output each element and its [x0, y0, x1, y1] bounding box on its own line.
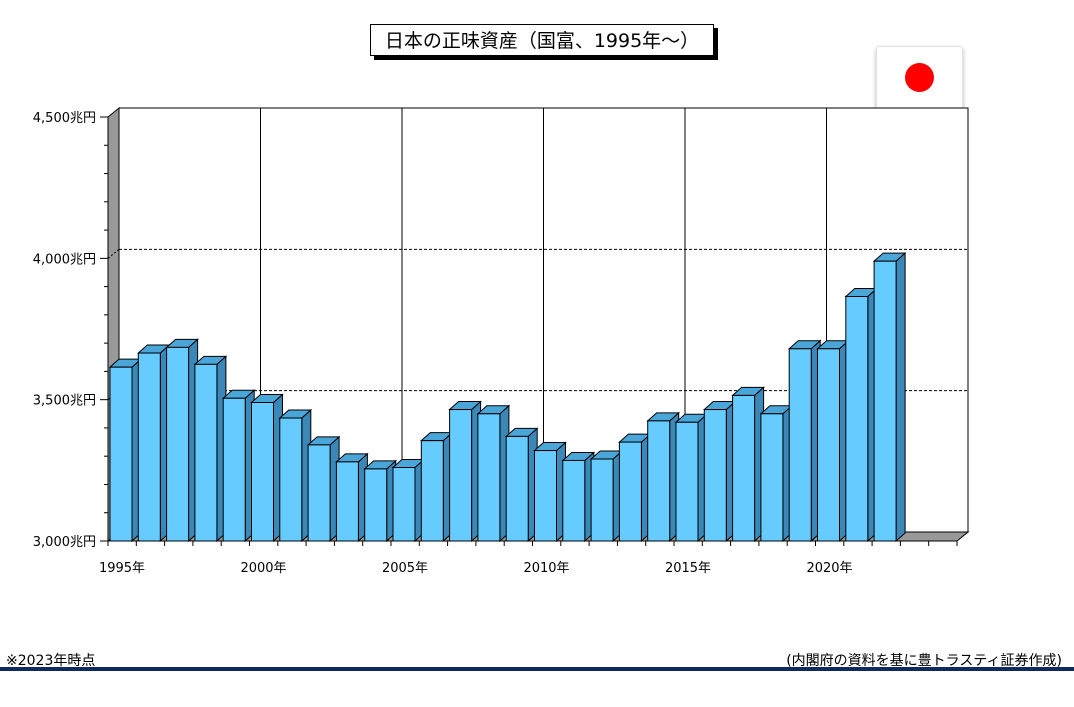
bar-2015	[674, 413, 709, 543]
bar-front	[137, 352, 161, 542]
chart-title: 日本の正味資産（国富、1995年～）	[370, 24, 714, 56]
bar-front	[590, 458, 614, 542]
flag-red-disc	[905, 63, 934, 92]
y-tick-label: 3,000兆円	[33, 535, 96, 550]
bar-front	[109, 366, 133, 542]
bar-front	[279, 417, 303, 542]
bar-1995	[108, 358, 143, 543]
y-tick-label: 4,500兆円	[33, 111, 96, 126]
bar-front	[420, 440, 444, 542]
bar-2006	[419, 431, 454, 543]
bar-front	[873, 260, 897, 542]
bar-front	[562, 459, 586, 542]
bar-front	[505, 435, 529, 542]
bar-2021	[844, 287, 879, 543]
bar-2012	[589, 449, 624, 543]
x-tick-label: 1995年	[99, 561, 145, 576]
bar-2003	[335, 452, 369, 543]
bar-2001	[278, 408, 313, 543]
bar-2016	[702, 400, 737, 543]
bar-front	[335, 461, 359, 542]
y-tick-label: 4,000兆円	[33, 252, 96, 267]
japan-flag-icon	[876, 46, 963, 111]
bar-2000	[250, 393, 284, 543]
bar-side	[895, 252, 906, 543]
bar-front	[845, 295, 869, 542]
bar-2007	[448, 400, 482, 543]
bar-1997	[165, 338, 199, 543]
bar-front	[392, 467, 416, 542]
bar-front	[251, 401, 274, 542]
bar-front	[703, 409, 727, 542]
x-tick-label: 2005年	[382, 561, 428, 576]
bar-front	[788, 348, 812, 542]
bar-2005	[391, 458, 426, 543]
bar-2019	[787, 339, 822, 543]
bar-front	[534, 450, 557, 542]
bar-2011	[561, 451, 596, 543]
bar-1996	[136, 343, 171, 543]
footnote: ※2023年時点	[6, 653, 96, 669]
bar-2009	[504, 427, 539, 543]
bar-front	[449, 409, 473, 542]
bar-front	[364, 468, 388, 542]
bar-2017	[731, 386, 765, 543]
bar-front	[675, 421, 699, 542]
bar-2022	[872, 252, 907, 543]
bar-front	[307, 444, 331, 542]
y-tick-label: 3,500兆円	[33, 394, 96, 409]
bar-front	[760, 413, 784, 542]
bar-front	[166, 346, 190, 542]
bar-front	[618, 441, 642, 542]
bar-front	[194, 363, 218, 542]
bar-2010	[533, 441, 567, 543]
bar-2014	[646, 411, 681, 543]
bar-2020	[816, 339, 850, 543]
x-tick-label: 2000年	[240, 561, 286, 576]
bar-2018	[759, 404, 794, 543]
bar-1999	[221, 389, 256, 543]
bar-2013	[618, 432, 652, 543]
bar-1998	[193, 355, 228, 543]
chart-axes	[100, 116, 958, 546]
x-tick-label: 2015年	[665, 561, 711, 576]
chart-tick-labels: 3,000兆円 3,500兆円 4,000兆円 4,500兆円 1995年 2000年 20…	[33, 111, 853, 576]
bar-2002	[306, 435, 341, 543]
bar-front	[222, 397, 246, 542]
bar-2008	[476, 404, 511, 543]
x-tick-label: 2020年	[806, 561, 852, 576]
bar-2004	[363, 459, 398, 543]
chart-bars	[108, 252, 907, 543]
bar-front	[732, 394, 756, 542]
bar-front	[817, 348, 840, 542]
source-note: (内閣府の資料を基に豊トラスティ証券作成)	[786, 653, 1062, 669]
footer-rule	[0, 667, 1074, 671]
bar-front	[647, 420, 671, 542]
bar-front	[477, 413, 501, 542]
x-tick-label: 2010年	[523, 561, 569, 576]
